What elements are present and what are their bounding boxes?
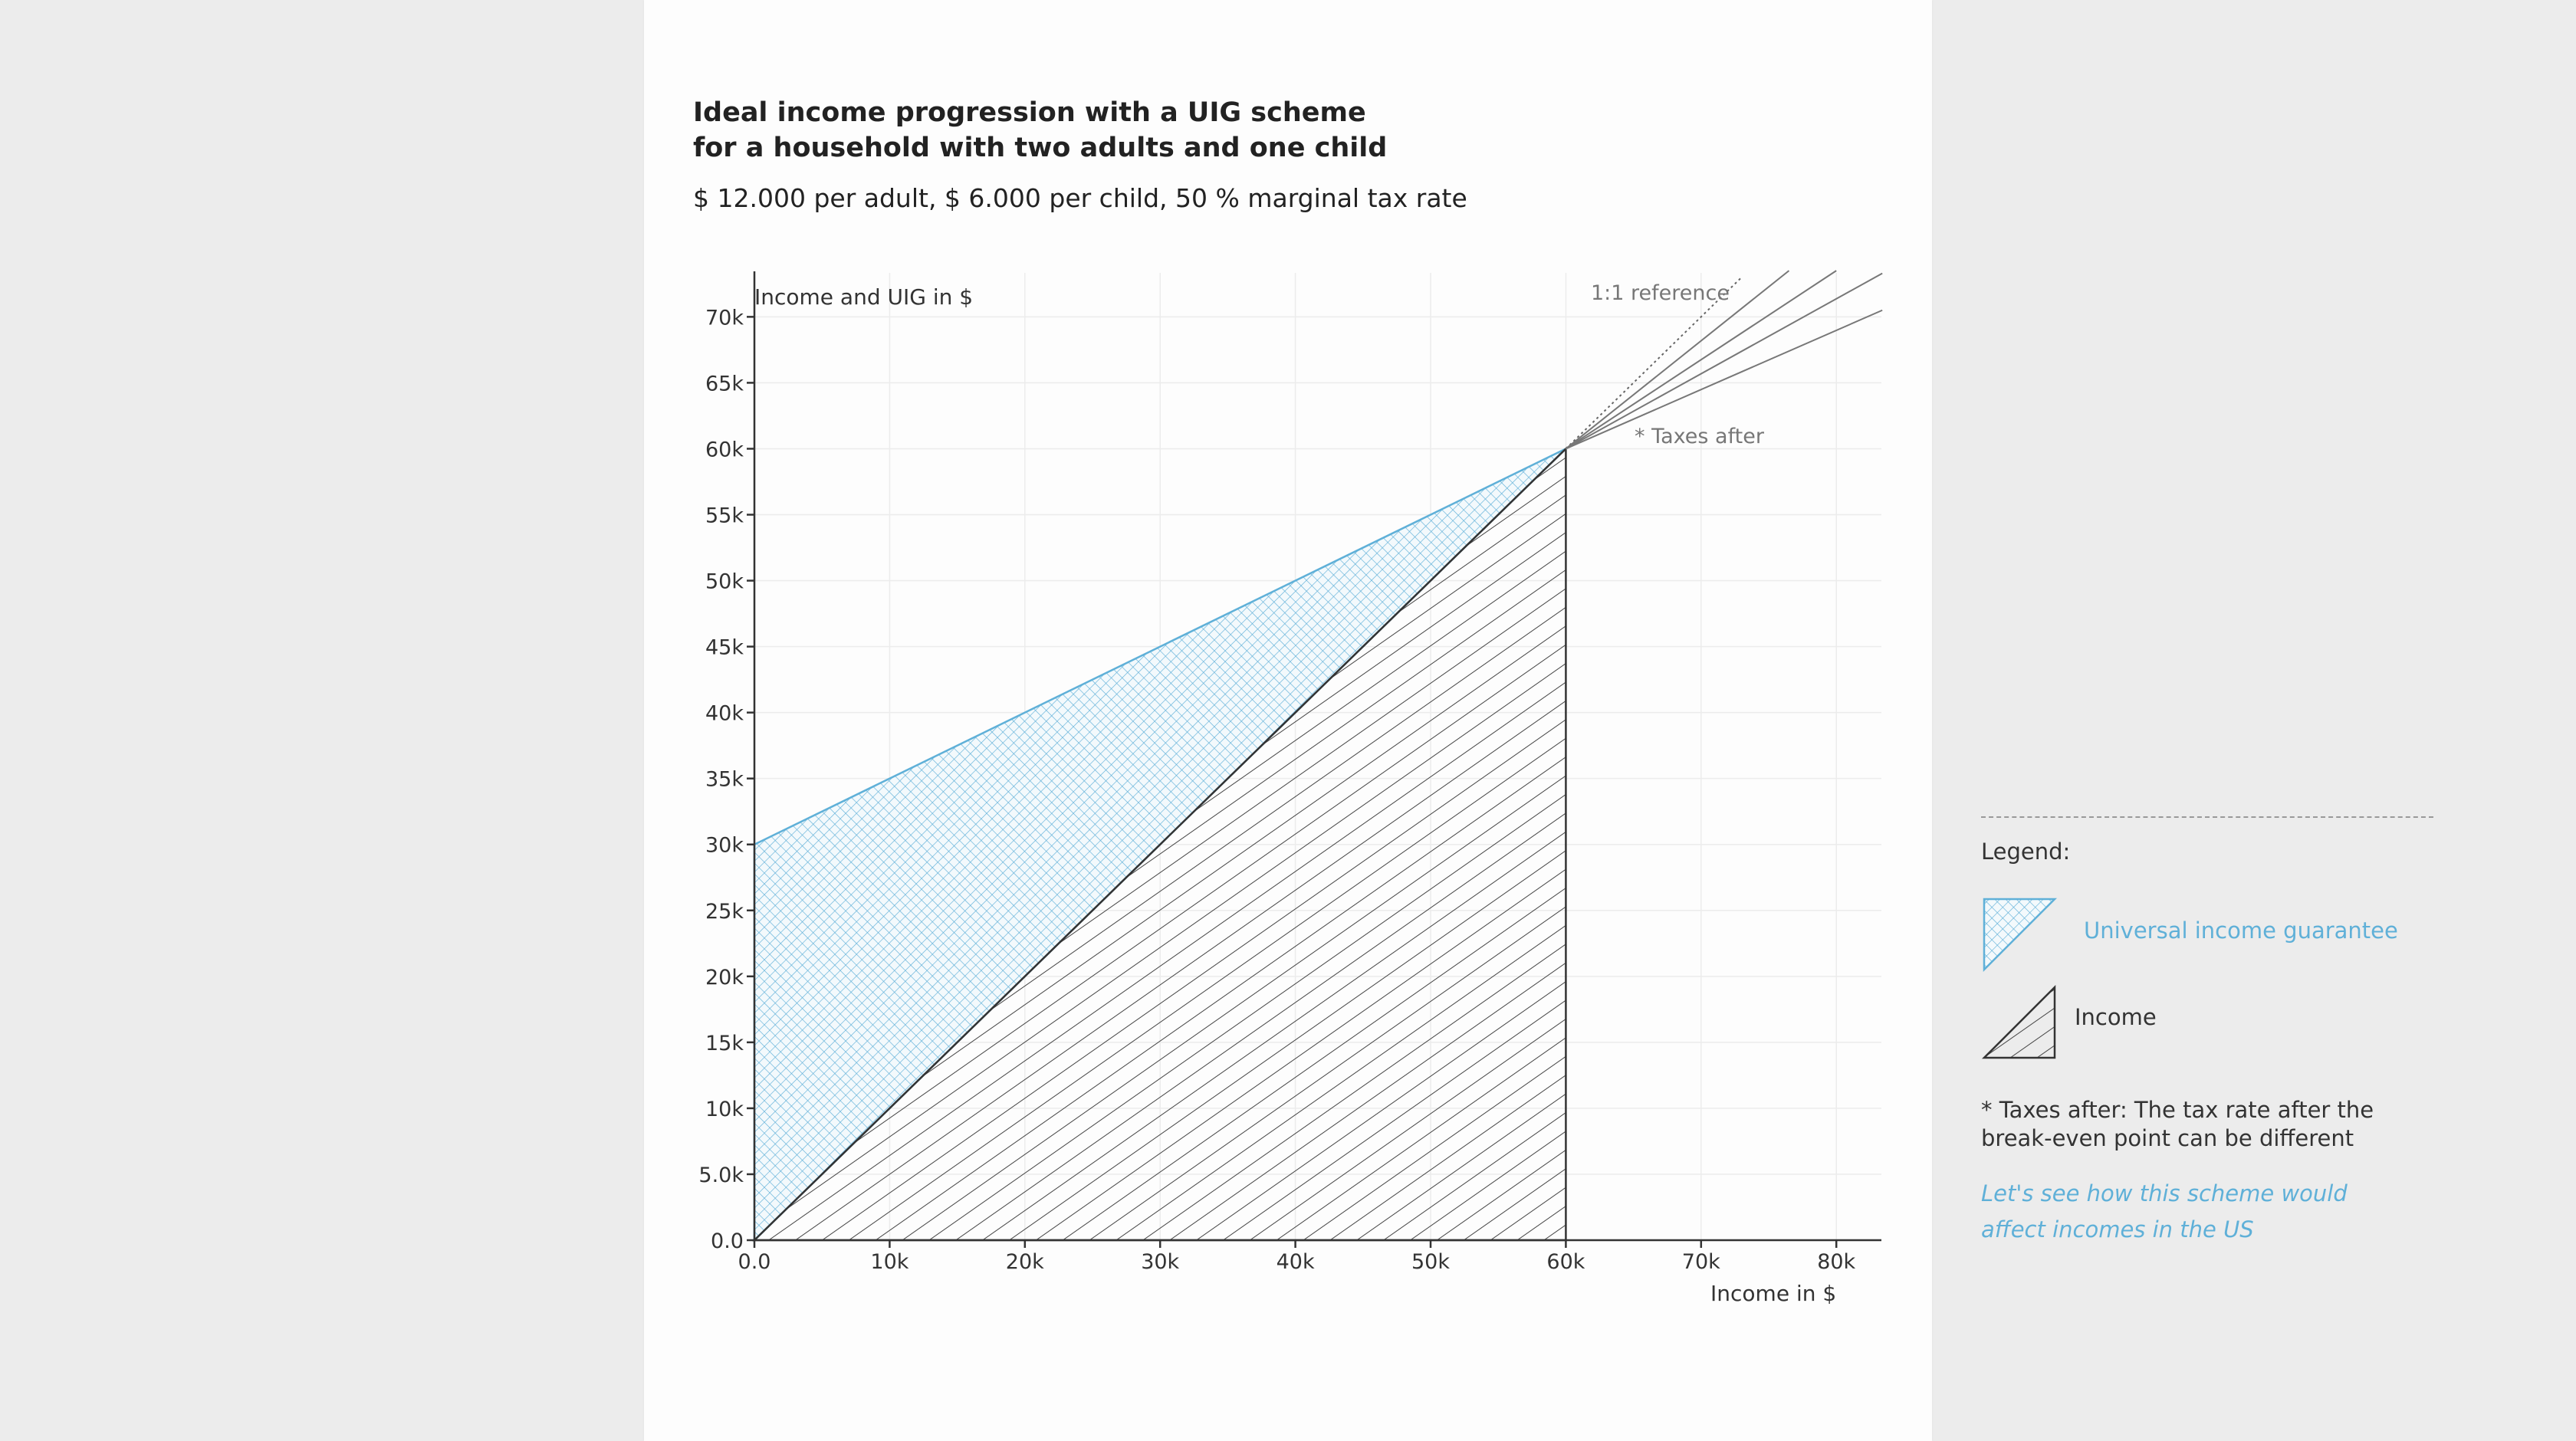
x-tick-label: 50k bbox=[1411, 1250, 1450, 1274]
legend-label-uig: Universal income guarantee bbox=[2084, 917, 2398, 944]
x-axis-title: Income in $ bbox=[1710, 1281, 1836, 1306]
taxes-after-line bbox=[1566, 309, 1883, 450]
chart-axes bbox=[747, 271, 1881, 1248]
chart-title: Ideal income progression with a UIG sche… bbox=[693, 95, 1460, 166]
chart-labels: 1:1 reference * Taxes after 0.0 5.0k 10k 15k 2… bbox=[698, 281, 1855, 1306]
y-tick-label: 10k bbox=[705, 1098, 744, 1121]
legend-swatch-uig bbox=[1983, 898, 2058, 973]
x-tick-label: 70k bbox=[1682, 1250, 1720, 1274]
chart-title-line-2: for a household with two adults and one … bbox=[693, 133, 1388, 163]
chart-title-line-1: Ideal income progression with a UIG sche… bbox=[693, 97, 1366, 128]
legend: Legend: Universal income guarantee Incom… bbox=[1981, 816, 2433, 1242]
y-tick-label: 55k bbox=[705, 504, 744, 527]
x-tick-label: 40k bbox=[1276, 1250, 1315, 1274]
y-axis-title: Income and UIG in $ bbox=[754, 284, 973, 310]
x-tick-label: 60k bbox=[1546, 1250, 1585, 1274]
y-tick-label: 15k bbox=[705, 1032, 744, 1055]
y-tick-label: 45k bbox=[705, 636, 744, 660]
us-incomes-link[interactable]: Let's see how this scheme would affect i… bbox=[1981, 1180, 2348, 1242]
legend-label-income: Income bbox=[2075, 1004, 2157, 1030]
y-tick-label: 35k bbox=[705, 768, 744, 792]
x-tick-label: 80k bbox=[1817, 1250, 1855, 1274]
chart-lines bbox=[1565, 270, 1883, 450]
x-tick-label: 30k bbox=[1141, 1250, 1179, 1274]
taxes-after-line bbox=[1565, 270, 1837, 450]
y-tick-label: 25k bbox=[705, 900, 744, 924]
taxes-after-line bbox=[1565, 270, 1790, 450]
legend-title: Legend: bbox=[1981, 839, 2071, 865]
y-tick-label: 0.0 bbox=[711, 1229, 744, 1253]
y-tick-label: 5.0k bbox=[698, 1164, 744, 1187]
taxes-after-line bbox=[1565, 272, 1883, 450]
reference-line-label: 1:1 reference bbox=[1591, 281, 1730, 305]
chart-areas bbox=[751, 446, 1567, 1242]
y-tick-label: 40k bbox=[705, 702, 744, 726]
reference-line bbox=[1565, 277, 1743, 450]
y-tick-label: 65k bbox=[705, 372, 744, 396]
y-tick-label: 50k bbox=[705, 570, 744, 594]
y-tick-label: 30k bbox=[705, 834, 744, 858]
y-tick-label: 20k bbox=[705, 966, 744, 990]
x-tick-label: 0.0 bbox=[738, 1250, 771, 1274]
x-tick-label: 20k bbox=[1006, 1250, 1044, 1274]
legend-swatch-income bbox=[1981, 984, 2056, 1059]
x-tick-label: 10k bbox=[870, 1250, 909, 1274]
y-tick-label: 70k bbox=[705, 306, 744, 330]
taxes-after-note: * Taxes after: The tax rate after the br… bbox=[1981, 1097, 2374, 1151]
taxes-after-label: * Taxes after bbox=[1635, 425, 1765, 448]
chart-subtitle: $ 12.000 per adult, $ 6.000 per child, 5… bbox=[693, 183, 1467, 213]
y-tick-label: 60k bbox=[705, 438, 744, 461]
